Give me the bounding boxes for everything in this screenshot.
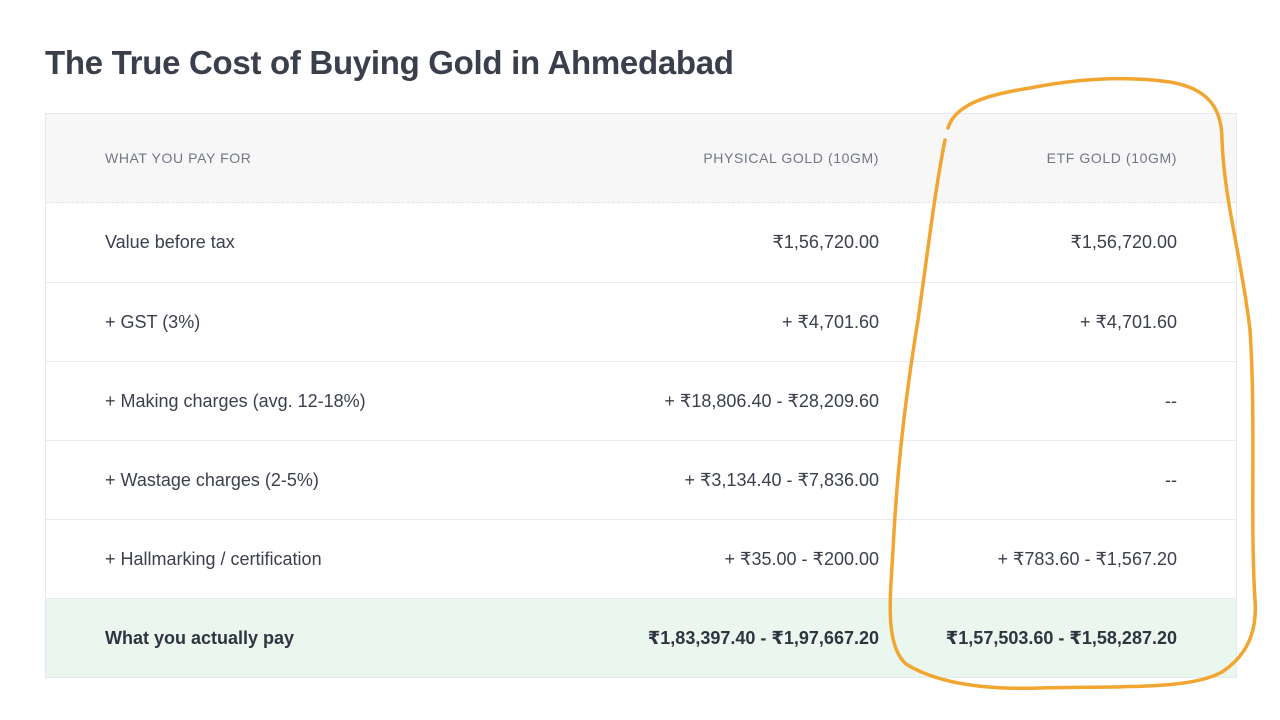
physical-gold-value: + ₹18,806.40 - ₹28,209.60 [664,390,879,411]
table-header-row: WHAT YOU PAY FOR PHYSICAL GOLD (10GM) ET… [46,114,1236,203]
row-label: + Making charges (avg. 12-18%) [105,390,366,411]
physical-gold-value: + ₹3,134.40 - ₹7,836.00 [684,469,879,490]
row-label: + Wastage charges (2-5%) [105,469,319,490]
etf-gold-total: ₹1,57,503.60 - ₹1,58,287.20 [945,627,1177,648]
physical-gold-total: ₹1,83,397.40 - ₹1,97,667.20 [647,627,879,648]
table-row: Value before tax ₹1,56,720.00 ₹1,56,720.… [46,203,1236,282]
row-label: Value before tax [105,232,235,252]
etf-gold-value: + ₹783.60 - ₹1,567.20 [997,548,1177,569]
row-label: + GST (3%) [105,311,201,332]
physical-gold-value: + ₹35.00 - ₹200.00 [724,548,879,569]
table-row: + Wastage charges (2-5%) + ₹3,134.40 - ₹… [46,440,1236,519]
physical-gold-value: ₹1,56,720.00 [772,232,879,252]
etf-gold-value: + ₹4,701.60 [1079,311,1177,332]
page-title: The True Cost of Buying Gold in Ahmedaba… [45,44,734,81]
etf-gold-value: -- [1165,390,1177,411]
cost-comparison-table: WHAT YOU PAY FOR PHYSICAL GOLD (10GM) ET… [45,113,1237,678]
column-header-what-you-pay-for: WHAT YOU PAY FOR [105,150,252,166]
total-row: What you actually pay ₹1,83,397.40 - ₹1,… [46,598,1236,677]
physical-gold-value: + ₹4,701.60 [781,311,879,332]
etf-gold-value: -- [1165,469,1177,490]
table-row: + Making charges (avg. 12-18%) + ₹18,806… [46,361,1236,440]
row-label: + Hallmarking / certification [105,548,322,569]
total-label: What you actually pay [105,627,295,648]
table-row: + Hallmarking / certification + ₹35.00 -… [46,519,1236,598]
column-header-etf-gold: ETF GOLD (10GM) [1046,150,1177,166]
table-row: + GST (3%) + ₹4,701.60 + ₹4,701.60 [46,282,1236,361]
column-header-physical-gold: PHYSICAL GOLD (10GM) [703,150,879,166]
etf-gold-value: ₹1,56,720.00 [1070,232,1177,252]
